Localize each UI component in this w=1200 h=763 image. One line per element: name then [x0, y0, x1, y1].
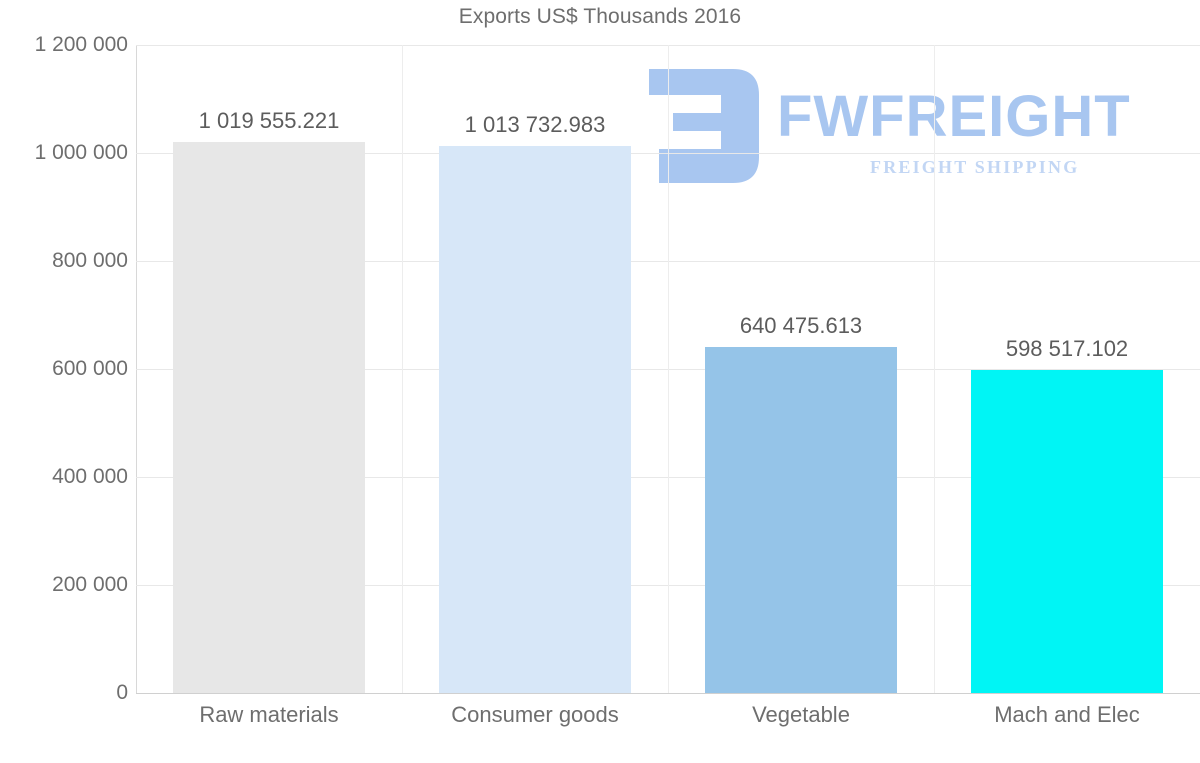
- gridline: [136, 693, 1200, 694]
- x-tick-label: Raw materials: [199, 702, 339, 727]
- x-tick-label: Vegetable: [752, 702, 850, 727]
- bar[interactable]: [971, 369, 1163, 693]
- bar[interactable]: [173, 142, 365, 693]
- bar-value-label: 1 019 555.221: [198, 108, 340, 134]
- category-separator: [402, 45, 403, 693]
- y-tick-label: 1 000 000: [34, 141, 128, 164]
- bar-value-label: 1 013 732.983: [464, 111, 606, 137]
- y-tick-label: 200 000: [52, 573, 128, 596]
- y-tick-label: 0: [116, 681, 128, 704]
- y-tick-label: 600 000: [52, 357, 128, 380]
- bar-value-label: 640 475.613: [739, 313, 863, 339]
- y-tick-label: 800 000: [52, 249, 128, 272]
- x-tick-label: Mach and Elec: [994, 702, 1140, 727]
- category-separator: [934, 45, 935, 693]
- plot-area: 1 019 555.221 1 013 732.983 640 475.613 598…: [136, 45, 1200, 694]
- chart-title: Exports US$ Thousands 2016: [458, 5, 742, 28]
- x-tick-label: Consumer goods: [451, 702, 619, 727]
- bar-value-label: 598 517.102: [1005, 335, 1129, 361]
- y-tick-label: 1 200 000: [34, 33, 128, 56]
- bar[interactable]: [705, 347, 897, 693]
- y-tick-label: 400 000: [52, 465, 128, 488]
- category-separator: [668, 45, 669, 693]
- bar[interactable]: [439, 145, 631, 693]
